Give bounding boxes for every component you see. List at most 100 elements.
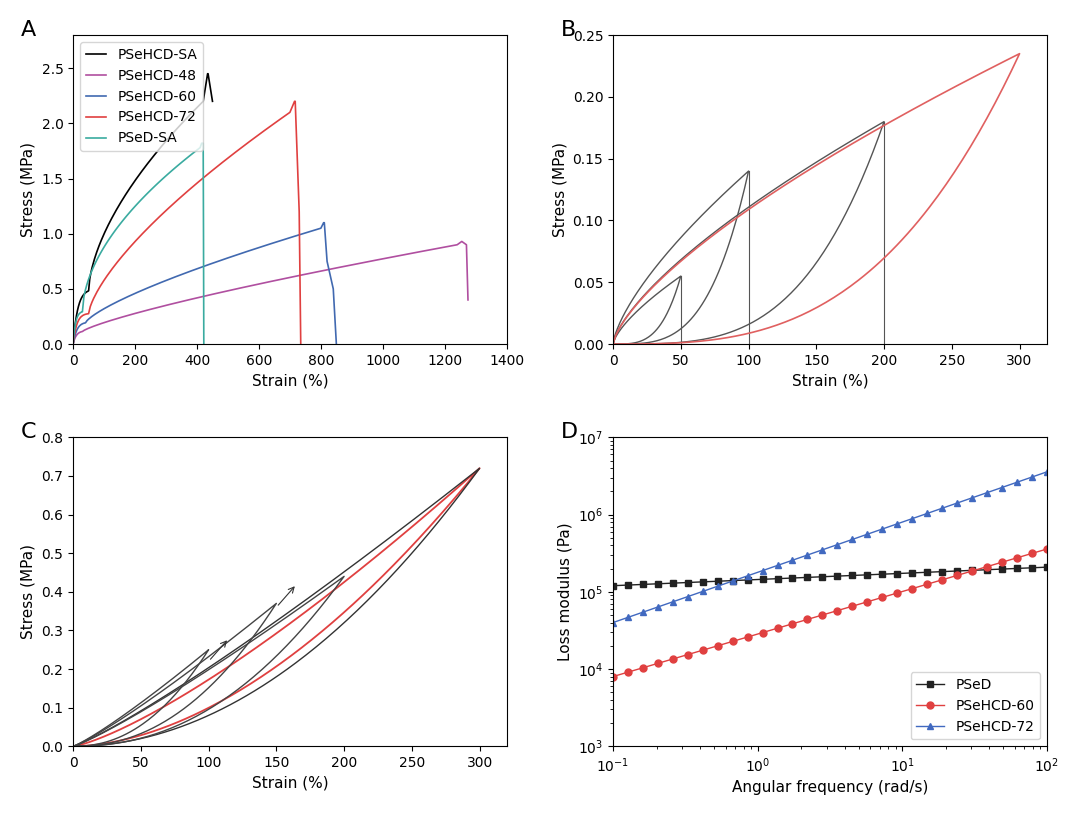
PSeHCD-60 [1040, 544, 1053, 554]
PSeD [726, 576, 739, 586]
PSeHCD-72 [966, 493, 978, 503]
PSeHCD-72 [876, 524, 889, 534]
PSeHCD-72 [622, 613, 635, 623]
PSeD [801, 573, 814, 583]
PSeHCD-60 [771, 623, 784, 633]
PSeHCD-60 [636, 663, 649, 672]
PSeHCD-60 [996, 557, 1009, 567]
Y-axis label: Stress (MPa): Stress (MPa) [21, 544, 36, 639]
Line: PSeD: PSeD [609, 564, 1050, 589]
PSeHCD-60 [861, 597, 874, 607]
PSeD [920, 567, 933, 577]
PSeD [935, 567, 948, 577]
PSeHCD-60 [697, 645, 710, 655]
Text: A: A [22, 20, 37, 40]
PSeHCD-60 [651, 659, 664, 668]
PSeHCD-60 [906, 583, 919, 593]
PSeHCD-72 [712, 581, 725, 591]
PSeD [771, 574, 784, 583]
PSeHCD-72 [726, 576, 739, 586]
PSeHCD-72 [846, 534, 859, 544]
PSeD [622, 580, 635, 590]
PSeHCD-72 [861, 530, 874, 539]
PSeHCD-60 [666, 654, 679, 664]
Line: PSeHCD-72: PSeHCD-72 [609, 468, 1050, 626]
PSeHCD-60 [950, 570, 963, 580]
PSeHCD-60 [801, 614, 814, 624]
PSeD [636, 579, 649, 589]
PSeHCD-72 [891, 519, 904, 529]
PSeD [697, 577, 710, 587]
PSeHCD-72 [815, 545, 828, 555]
PSeHCD-72 [651, 602, 664, 612]
PSeD [906, 568, 919, 578]
PSeHCD-60 [920, 579, 933, 589]
PSeD [831, 571, 843, 581]
PSeD [996, 564, 1009, 574]
PSeHCD-72 [697, 587, 710, 596]
PSeD [891, 569, 904, 579]
PSeHCD-60 [607, 672, 620, 681]
Line: PSeHCD-60: PSeHCD-60 [609, 546, 1050, 680]
PSeHCD-60 [1025, 548, 1038, 558]
PSeD [712, 576, 725, 586]
PSeHCD-72 [666, 596, 679, 606]
PSeHCD-60 [741, 632, 754, 642]
Y-axis label: Loss modulus (Pa): Loss modulus (Pa) [557, 522, 572, 661]
PSeHCD-60 [935, 575, 948, 585]
PSeD [786, 573, 799, 583]
PSeD [846, 570, 859, 580]
PSeD [607, 581, 620, 591]
PSeHCD-60 [891, 588, 904, 598]
PSeHCD-60 [831, 605, 843, 615]
PSeHCD-72 [786, 556, 799, 565]
PSeHCD-60 [622, 667, 635, 677]
PSeHCD-72 [756, 565, 769, 575]
Legend: PSeHCD-SA, PSeHCD-48, PSeHCD-60, PSeHCD-72, PSeD-SA: PSeHCD-SA, PSeHCD-48, PSeHCD-60, PSeHCD-… [80, 42, 203, 151]
PSeD [651, 579, 664, 588]
PSeD [981, 565, 994, 574]
PSeHCD-60 [981, 561, 994, 571]
X-axis label: Strain (%): Strain (%) [792, 374, 868, 388]
PSeHCD-72 [636, 607, 649, 617]
PSeHCD-60 [966, 566, 978, 576]
X-axis label: Strain (%): Strain (%) [252, 374, 328, 388]
Legend: PSeD, PSeHCD-60, PSeHCD-72: PSeD, PSeHCD-60, PSeHCD-72 [910, 672, 1040, 739]
PSeHCD-72 [1040, 467, 1053, 477]
PSeHCD-72 [935, 503, 948, 513]
PSeHCD-72 [996, 482, 1009, 492]
PSeHCD-72 [906, 514, 919, 524]
PSeD [1010, 564, 1023, 574]
PSeD [756, 574, 769, 584]
PSeHCD-72 [1025, 472, 1038, 482]
PSeHCD-72 [831, 539, 843, 549]
PSeD [966, 565, 978, 575]
X-axis label: Strain (%): Strain (%) [252, 775, 328, 791]
PSeHCD-72 [607, 618, 620, 628]
PSeHCD-60 [786, 619, 799, 628]
PSeD [681, 578, 694, 588]
PSeHCD-72 [1010, 477, 1023, 487]
PSeHCD-60 [876, 592, 889, 602]
PSeHCD-72 [801, 550, 814, 560]
PSeD [666, 579, 679, 588]
PSeD [815, 572, 828, 582]
PSeD [741, 575, 754, 585]
PSeD [861, 570, 874, 579]
PSeHCD-60 [756, 628, 769, 637]
PSeHCD-72 [681, 592, 694, 601]
PSeD [950, 566, 963, 576]
PSeHCD-60 [815, 610, 828, 620]
PSeHCD-72 [920, 508, 933, 518]
PSeHCD-60 [846, 601, 859, 611]
Text: D: D [561, 422, 578, 442]
PSeHCD-72 [981, 488, 994, 498]
Y-axis label: Stress (MPa): Stress (MPa) [21, 142, 36, 237]
Text: C: C [22, 422, 37, 442]
X-axis label: Angular frequency (rad/s): Angular frequency (rad/s) [731, 780, 928, 795]
Text: B: B [561, 20, 577, 40]
PSeD [876, 570, 889, 579]
PSeD [1040, 562, 1053, 572]
PSeHCD-60 [681, 650, 694, 659]
PSeHCD-72 [771, 561, 784, 570]
